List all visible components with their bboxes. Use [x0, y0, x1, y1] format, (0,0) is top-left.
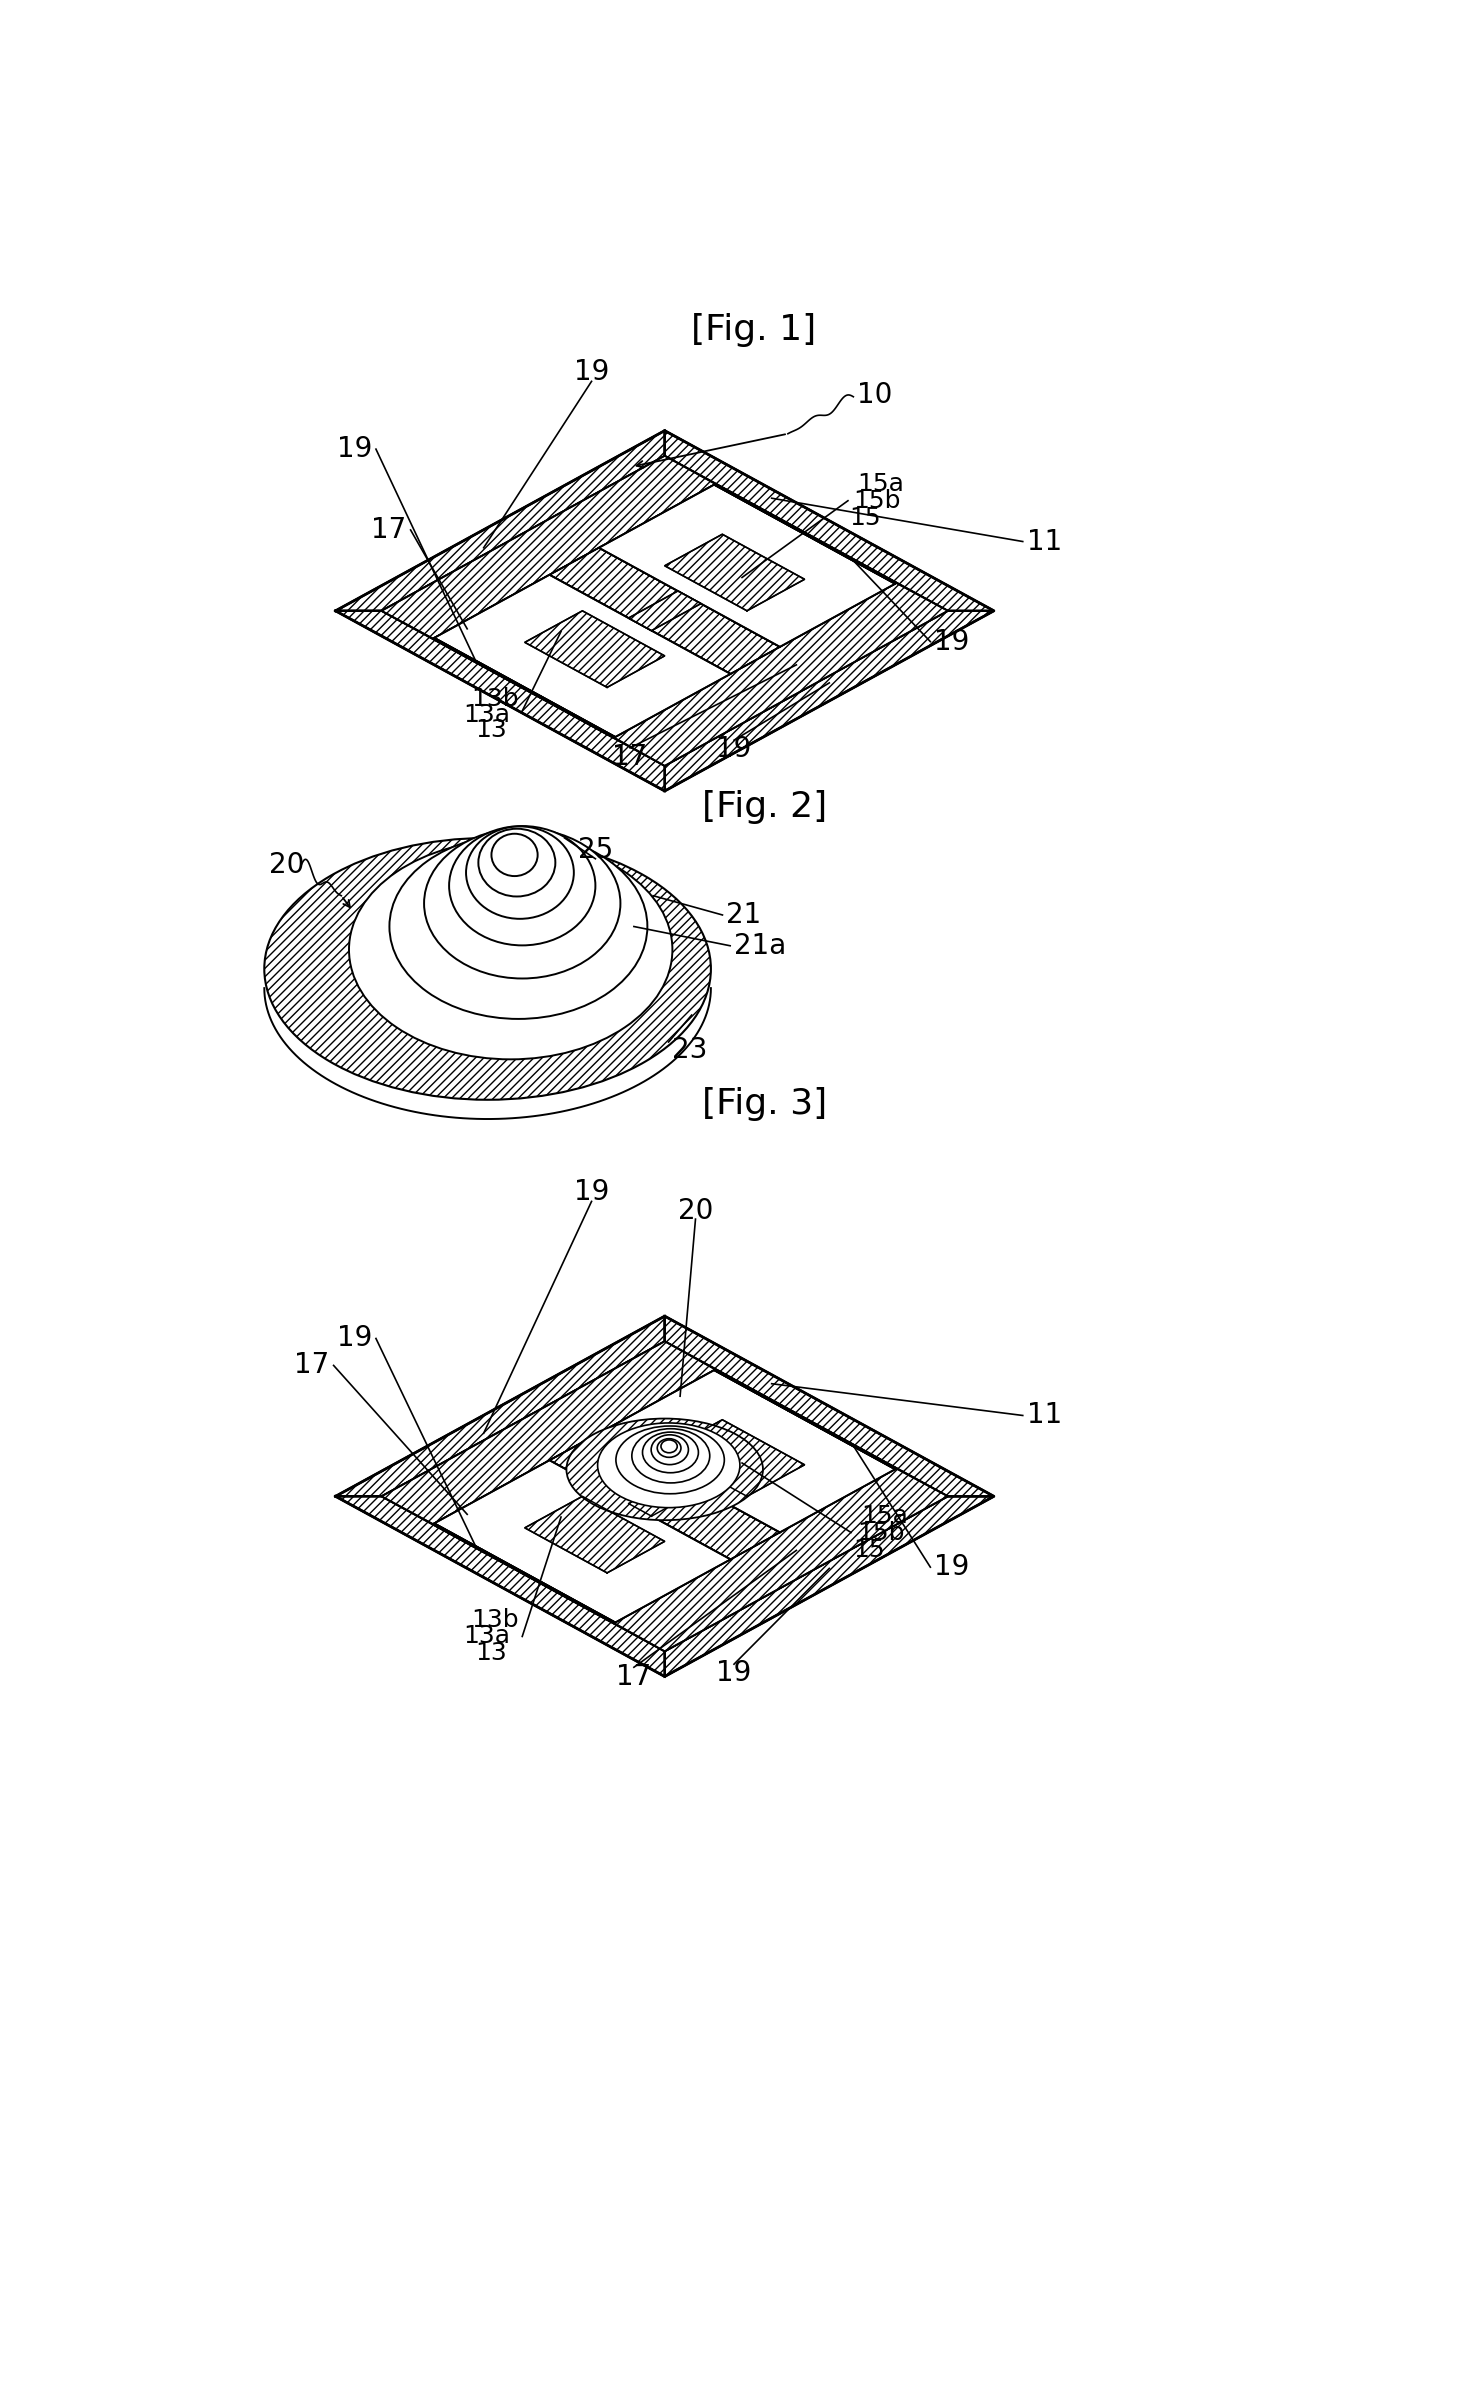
Text: 15a: 15a — [858, 472, 903, 496]
Polygon shape — [539, 1582, 567, 1597]
Text: 17: 17 — [617, 1664, 652, 1690]
Polygon shape — [664, 1317, 995, 1495]
Text: 15a: 15a — [861, 1503, 908, 1527]
Text: 19: 19 — [574, 1178, 610, 1206]
Text: 19: 19 — [717, 734, 752, 763]
Polygon shape — [789, 525, 823, 544]
Polygon shape — [599, 484, 895, 648]
Ellipse shape — [642, 1433, 698, 1474]
Text: 15: 15 — [853, 1539, 884, 1563]
Polygon shape — [848, 1442, 896, 1469]
Polygon shape — [507, 679, 541, 698]
Polygon shape — [335, 612, 664, 790]
Text: 17: 17 — [294, 1351, 329, 1380]
Polygon shape — [433, 638, 482, 665]
Ellipse shape — [657, 1438, 682, 1457]
Polygon shape — [714, 1370, 764, 1397]
Text: 10: 10 — [858, 380, 893, 409]
Text: 13: 13 — [474, 718, 507, 742]
Text: 13a: 13a — [464, 1625, 511, 1649]
Text: 11: 11 — [1027, 1401, 1062, 1430]
Text: 13a: 13a — [464, 703, 511, 727]
Ellipse shape — [616, 1426, 724, 1493]
Polygon shape — [664, 612, 995, 790]
Polygon shape — [821, 542, 849, 559]
Text: 20: 20 — [677, 1197, 712, 1226]
Text: [Fig. 1]: [Fig. 1] — [690, 313, 815, 347]
Ellipse shape — [651, 1435, 689, 1464]
Polygon shape — [549, 547, 780, 674]
Ellipse shape — [632, 1428, 710, 1483]
Polygon shape — [566, 710, 616, 737]
Text: 15b: 15b — [853, 489, 900, 513]
Text: 19: 19 — [336, 436, 372, 462]
Text: 19: 19 — [717, 1659, 752, 1688]
Polygon shape — [789, 1409, 823, 1428]
Ellipse shape — [425, 828, 620, 978]
Text: 11: 11 — [1027, 527, 1062, 556]
Polygon shape — [566, 1597, 616, 1623]
Text: 15: 15 — [849, 506, 881, 530]
Ellipse shape — [450, 826, 595, 946]
Polygon shape — [549, 1433, 780, 1560]
Polygon shape — [433, 1524, 482, 1551]
Text: 15b: 15b — [858, 1519, 905, 1544]
Ellipse shape — [389, 833, 648, 1019]
Ellipse shape — [598, 1423, 740, 1507]
Polygon shape — [382, 455, 895, 737]
Polygon shape — [435, 1370, 948, 1652]
Polygon shape — [435, 1459, 730, 1623]
Polygon shape — [664, 1421, 805, 1495]
Polygon shape — [480, 1548, 508, 1565]
Polygon shape — [848, 556, 896, 583]
Ellipse shape — [350, 840, 673, 1060]
Polygon shape — [629, 590, 701, 631]
Ellipse shape — [492, 833, 538, 877]
Text: 13b: 13b — [470, 686, 519, 710]
Polygon shape — [714, 484, 764, 510]
Text: 19: 19 — [336, 1324, 372, 1353]
Text: 17: 17 — [372, 515, 407, 544]
Polygon shape — [762, 510, 790, 525]
Ellipse shape — [466, 826, 574, 920]
Polygon shape — [524, 612, 664, 686]
Text: 23: 23 — [673, 1035, 708, 1064]
Polygon shape — [335, 1317, 664, 1495]
Polygon shape — [762, 1394, 790, 1411]
Text: 17: 17 — [613, 744, 648, 771]
Text: 19: 19 — [934, 628, 970, 655]
Polygon shape — [435, 484, 948, 766]
Polygon shape — [382, 1341, 895, 1623]
Polygon shape — [664, 535, 805, 612]
Text: [Fig. 3]: [Fig. 3] — [702, 1086, 827, 1120]
Polygon shape — [599, 1370, 895, 1531]
Polygon shape — [480, 665, 508, 679]
Text: 19: 19 — [934, 1553, 970, 1582]
Ellipse shape — [264, 838, 711, 1100]
Ellipse shape — [479, 828, 555, 896]
Text: [Fig. 2]: [Fig. 2] — [702, 790, 827, 824]
Polygon shape — [524, 1495, 664, 1572]
Polygon shape — [335, 431, 664, 612]
Text: 25: 25 — [577, 836, 613, 864]
Polygon shape — [821, 1428, 849, 1442]
Polygon shape — [539, 696, 567, 713]
Polygon shape — [507, 1563, 541, 1582]
Text: 21a: 21a — [734, 932, 786, 961]
Text: 19: 19 — [574, 359, 610, 385]
Polygon shape — [335, 1495, 664, 1676]
Polygon shape — [664, 431, 995, 612]
Polygon shape — [435, 576, 730, 737]
Text: 21: 21 — [726, 901, 761, 929]
Text: 13: 13 — [474, 1642, 507, 1666]
Text: 20: 20 — [269, 850, 304, 879]
Polygon shape — [629, 1476, 701, 1517]
Ellipse shape — [567, 1418, 762, 1519]
Text: 13b: 13b — [470, 1609, 519, 1633]
Polygon shape — [664, 1495, 995, 1676]
Ellipse shape — [661, 1440, 677, 1452]
